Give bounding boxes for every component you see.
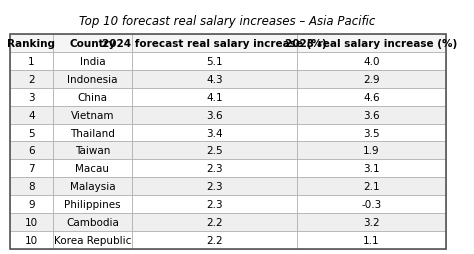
Bar [132,124,297,142]
Text: 9: 9 [28,199,35,209]
Text: 3.1: 3.1 [363,164,380,173]
Text: Taiwan: Taiwan [75,146,110,156]
Bar [9,106,53,124]
Text: 10: 10 [25,235,38,245]
Text: 2024 forecast real salary increase (%): 2024 forecast real salary increase (%) [102,39,327,49]
Bar [9,35,446,249]
Bar [297,231,446,249]
Text: Country: Country [69,39,116,49]
Bar [132,71,297,88]
Text: 2: 2 [28,75,35,85]
Bar [53,106,132,124]
Bar [53,71,132,88]
Text: Malaysia: Malaysia [70,181,115,192]
Text: 3.2: 3.2 [363,217,380,227]
Bar [297,160,446,178]
Text: 1.9: 1.9 [363,146,380,156]
Bar [132,35,297,53]
Text: Philippines: Philippines [64,199,121,209]
Text: 2.2: 2.2 [206,235,223,245]
Text: 2.3: 2.3 [206,181,223,192]
Bar [53,213,132,231]
Bar [297,124,446,142]
Text: Macau: Macau [75,164,109,173]
Text: 2.1: 2.1 [363,181,380,192]
Text: Indonesia: Indonesia [67,75,118,85]
Bar [53,231,132,249]
Text: 2.2: 2.2 [206,217,223,227]
Bar [132,195,297,213]
Text: 6: 6 [28,146,35,156]
Bar [297,213,446,231]
Bar [297,178,446,195]
Bar [132,178,297,195]
Text: 3.4: 3.4 [206,128,223,138]
Bar [9,142,53,160]
Bar [297,106,446,124]
Text: 1: 1 [28,57,35,67]
Bar [132,213,297,231]
Bar [132,142,297,160]
Text: China: China [77,92,108,102]
Text: Top 10 forecast real salary increases – Asia Pacific: Top 10 forecast real salary increases – … [79,15,376,28]
Text: Ranking: Ranking [8,39,55,49]
Bar [53,35,132,53]
Bar [9,231,53,249]
Text: -0.3: -0.3 [361,199,382,209]
Bar [9,53,53,71]
Bar [53,160,132,178]
Text: 4.3: 4.3 [206,75,223,85]
Bar [9,195,53,213]
Text: 2023 real salary increase (%): 2023 real salary increase (%) [285,39,457,49]
Text: 2.3: 2.3 [206,199,223,209]
Bar [297,195,446,213]
Bar [53,124,132,142]
Bar [297,35,446,53]
Text: 4: 4 [28,110,35,120]
Text: 4.6: 4.6 [363,92,380,102]
Text: 3: 3 [28,92,35,102]
Text: 2.5: 2.5 [206,146,223,156]
Bar [9,124,53,142]
Bar [9,160,53,178]
Text: 1.1: 1.1 [363,235,380,245]
Bar [53,88,132,106]
Bar [132,88,297,106]
Bar [297,142,446,160]
Bar [297,88,446,106]
Text: Korea Republic: Korea Republic [54,235,131,245]
Text: 10: 10 [25,217,38,227]
Text: 2.3: 2.3 [206,164,223,173]
Text: 4.1: 4.1 [206,92,223,102]
Bar [132,231,297,249]
Bar [53,178,132,195]
Text: 2.9: 2.9 [363,75,380,85]
Bar [297,53,446,71]
Bar [53,195,132,213]
Text: 3.6: 3.6 [206,110,223,120]
Text: Vietnam: Vietnam [71,110,114,120]
Bar [132,53,297,71]
Bar [9,88,53,106]
Text: 3.5: 3.5 [363,128,380,138]
Text: India: India [80,57,105,67]
Bar [9,71,53,88]
Text: Thailand: Thailand [70,128,115,138]
Bar [132,160,297,178]
Bar [132,106,297,124]
Bar [9,213,53,231]
Text: 7: 7 [28,164,35,173]
Text: 5: 5 [28,128,35,138]
Bar [53,142,132,160]
Bar [53,53,132,71]
Text: Cambodia: Cambodia [66,217,119,227]
Bar [297,71,446,88]
Bar [9,35,53,53]
Text: 4.0: 4.0 [363,57,380,67]
Text: 5.1: 5.1 [206,57,223,67]
Text: 8: 8 [28,181,35,192]
Bar [9,178,53,195]
Text: 3.6: 3.6 [363,110,380,120]
